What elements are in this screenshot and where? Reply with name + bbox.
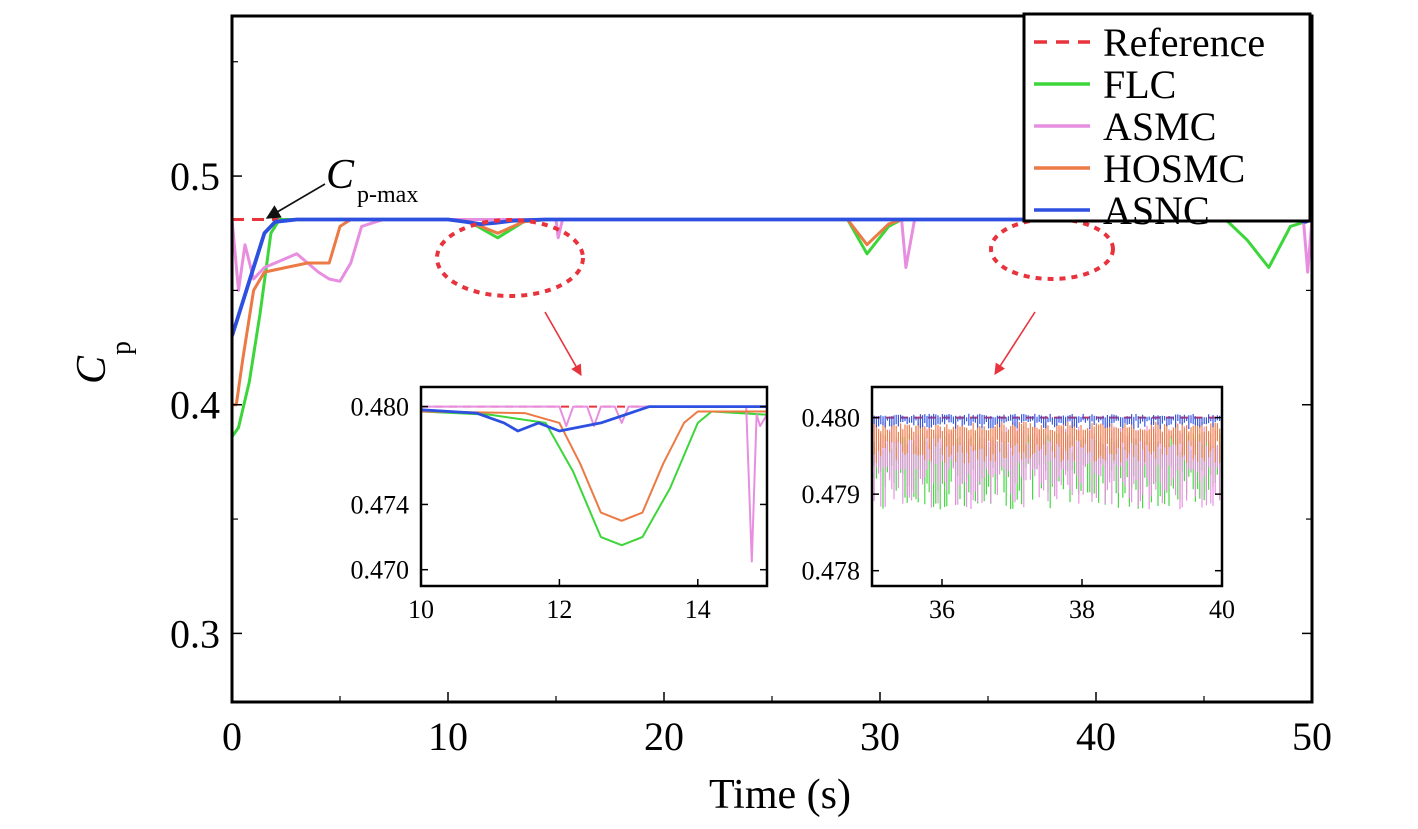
legend-item-reference: Reference bbox=[1034, 20, 1265, 65]
annotation-cp-max: C p-max bbox=[265, 152, 418, 219]
inset-2-x-tick-label: 38 bbox=[1069, 595, 1095, 624]
inset-2-ticks: 36 38 40 0.478 0.479 0.480 bbox=[802, 404, 1236, 624]
inset-1-series-group bbox=[421, 405, 767, 563]
legend-box bbox=[1022, 12, 1312, 223]
zoom-markers bbox=[435, 217, 1115, 376]
inset-1-ticks: 10 12 14 0.470 0.474 0.480 bbox=[351, 393, 767, 624]
inset-2-background bbox=[872, 387, 1222, 586]
inset-2-y-tick-label: 0.480 bbox=[802, 404, 861, 433]
inset-1-y-tick-label: 0.470 bbox=[351, 556, 410, 585]
inset-2-series-hosmc-band bbox=[872, 421, 1222, 464]
x-axis-title: Time (s) bbox=[709, 772, 851, 818]
inset-2-series-asnc-band bbox=[872, 413, 1222, 430]
legend-label: FLC bbox=[1103, 62, 1176, 107]
legend-item-hosmc: HOSMC bbox=[1034, 146, 1245, 191]
main-x-tick-label: 30 bbox=[860, 714, 900, 759]
inset-2-series-hosmc bbox=[872, 421, 1222, 464]
main-x-tick-label: 50 bbox=[1292, 714, 1332, 759]
main-y-tick-label: 0.5 bbox=[170, 154, 220, 199]
inset-1-y-tick-label: 0.474 bbox=[351, 490, 410, 519]
inset-1-series-asmc bbox=[421, 405, 767, 563]
main-x-tick-label: 20 bbox=[644, 714, 684, 759]
zoom-ellipse-1 bbox=[435, 218, 585, 298]
inset-2-series-asnc bbox=[872, 413, 1222, 430]
inset-1-frame bbox=[419, 385, 769, 588]
inset-1-series-asnc bbox=[421, 405, 767, 433]
inset-2-y-tick-label: 0.478 bbox=[802, 557, 861, 586]
inset-2-y-tick-label: 0.479 bbox=[802, 480, 861, 509]
legend-label: Reference bbox=[1103, 20, 1265, 65]
legend-label: HOSMC bbox=[1103, 146, 1245, 191]
legend-item-flc: FLC bbox=[1034, 62, 1176, 107]
main-series-asnc bbox=[232, 217, 1312, 337]
inset-2-frame bbox=[870, 385, 1224, 588]
inset-2-series-group bbox=[872, 413, 1222, 510]
main-x-tick-label: 10 bbox=[428, 714, 468, 759]
zoom-ellipse-2 bbox=[989, 217, 1115, 281]
legend-item-asnc: ASNC bbox=[1034, 188, 1210, 233]
legend-label: ASNC bbox=[1103, 188, 1210, 233]
main-y-tick-label: 0.4 bbox=[170, 383, 220, 428]
main-axis-ticks: 0 10 20 30 40 50 0.3 0.4 0.5 bbox=[170, 61, 1332, 759]
annotation-subtext: p-max bbox=[357, 182, 418, 208]
zoom-pointer-2 bbox=[994, 311, 1036, 375]
zoom-pointer-1 bbox=[544, 311, 582, 376]
y-axis-title: C p bbox=[69, 341, 137, 384]
y-axis-title-sub: p bbox=[106, 341, 137, 355]
inset-1-series-hosmc bbox=[421, 410, 767, 522]
main-y-tick-label: 0.3 bbox=[170, 611, 220, 656]
legend-label: ASMC bbox=[1103, 104, 1216, 149]
legend-item-asmc: ASMC bbox=[1034, 104, 1216, 149]
inset-1-x-tick-label: 14 bbox=[685, 595, 711, 624]
inset-1-x-tick-label: 12 bbox=[546, 595, 572, 624]
annotation-arrow bbox=[265, 183, 326, 219]
inset-1-series-flc bbox=[421, 410, 767, 547]
annotation-text: C bbox=[326, 152, 355, 198]
y-axis-title-main: C bbox=[69, 355, 115, 384]
main-x-tick-label: 0 bbox=[222, 714, 242, 759]
inset-2: 36 38 40 0.478 0.479 0.480 bbox=[802, 385, 1236, 624]
inset-2-x-tick-label: 36 bbox=[929, 595, 955, 624]
main-x-tick-label: 40 bbox=[1076, 714, 1116, 759]
inset-1-background bbox=[421, 387, 767, 586]
inset-1: 10 12 14 0.470 0.474 0.480 bbox=[351, 385, 769, 624]
inset-1-y-tick-label: 0.480 bbox=[351, 393, 410, 422]
main-series-hosmc bbox=[232, 218, 1312, 407]
inset-2-x-tick-label: 40 bbox=[1209, 595, 1235, 624]
inset-1-x-tick-label: 10 bbox=[408, 595, 434, 624]
